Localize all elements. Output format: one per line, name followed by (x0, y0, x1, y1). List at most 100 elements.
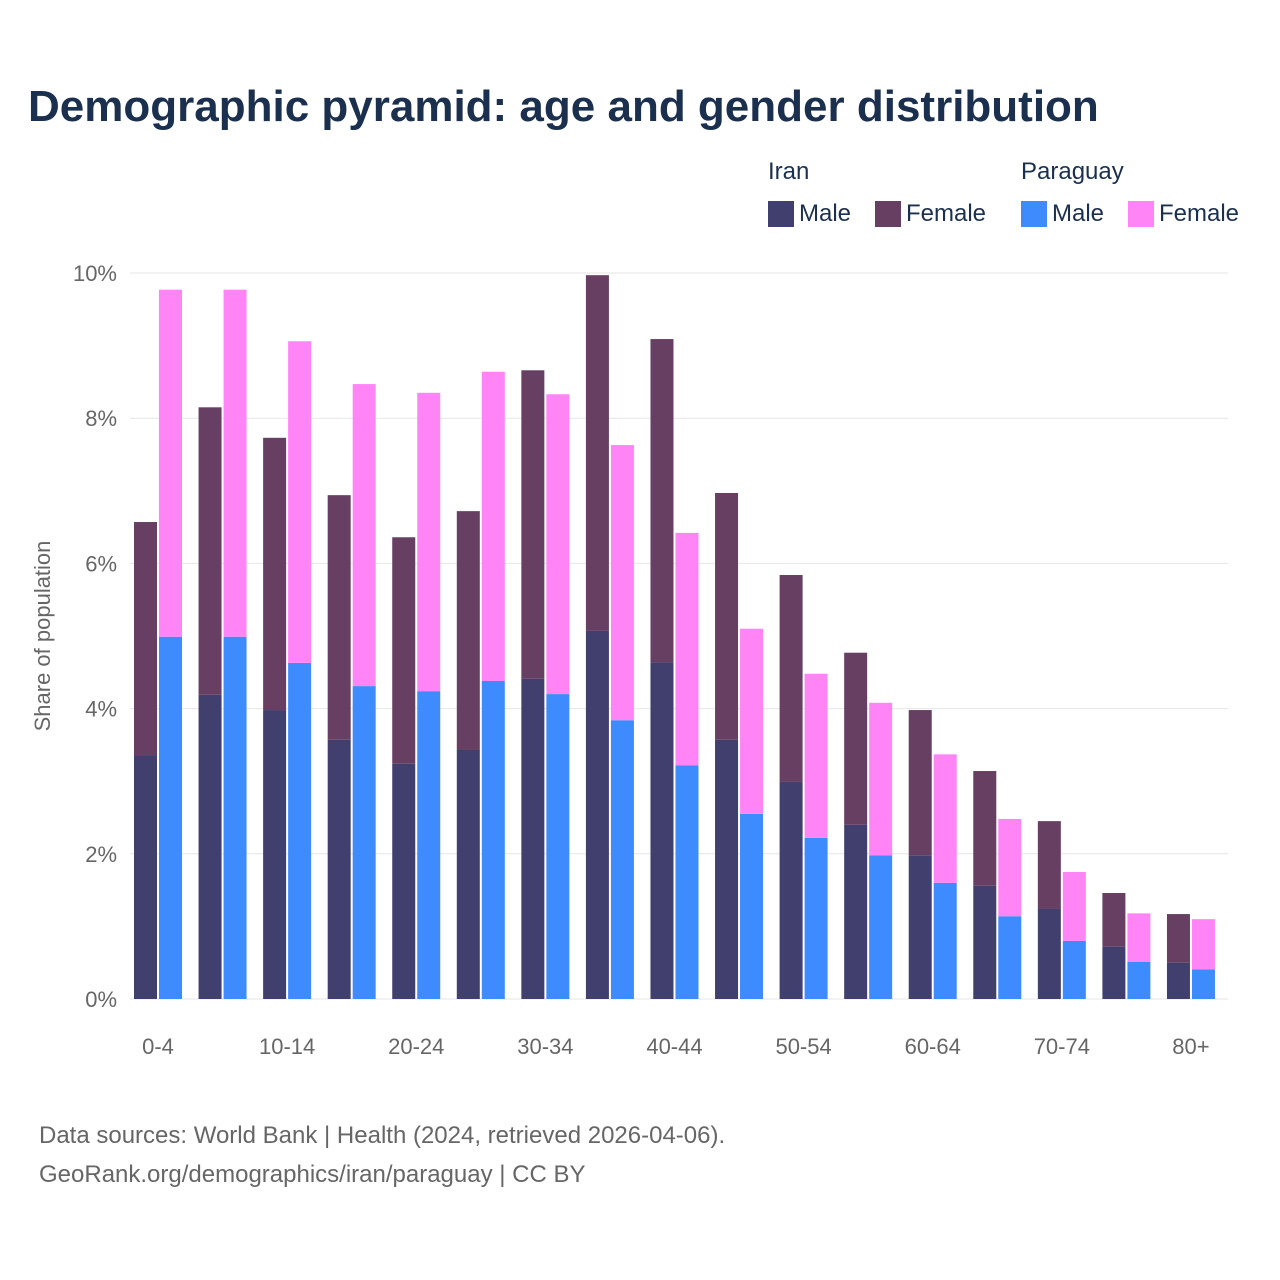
bar-iran-female-80+ (1166, 914, 1190, 963)
bar-iran-male-80+ (1166, 962, 1190, 999)
bar-iran-male-0-4 (134, 755, 157, 999)
bar-iran-female-5-9 (198, 407, 222, 695)
bar-iran-female-30-34 (521, 370, 545, 679)
bar-paraguay-female-45-49 (740, 628, 764, 814)
source-text: Data sources: World Bank | Health (2024,… (39, 1122, 726, 1149)
bar-paraguay-male-80+ (1191, 969, 1215, 999)
bar-paraguay-male-10-14 (288, 662, 312, 999)
bar-paraguay-female-65-69 (998, 818, 1022, 917)
bar-paraguay-female-25-29 (481, 371, 505, 682)
bar-paraguay-male-5-9 (223, 636, 247, 999)
bar-paraguay-male-35-39 (610, 720, 634, 999)
legend-label: Female (1159, 200, 1240, 227)
bar-iran-female-45-49 (715, 492, 739, 740)
bar-paraguay-female-5-9 (223, 289, 247, 637)
bar-paraguay-male-45-49 (740, 813, 764, 999)
legend-iran-male[interactable]: Male (768, 200, 851, 228)
legend-swatch (875, 201, 901, 227)
legend-label: Male (799, 200, 852, 227)
x-tick-label: 80+ (1172, 1034, 1209, 1059)
y-tick-label: 4% (85, 697, 117, 722)
attribution-text: GeoRank.org/demographics/iran/paraguay |… (39, 1161, 586, 1188)
bar-iran-female-75-79 (1102, 893, 1126, 947)
bar-paraguay-female-50-54 (804, 673, 828, 838)
legend-paraguay-female[interactable]: Female (1128, 200, 1239, 228)
bar-paraguay-female-75-79 (1127, 913, 1151, 962)
chart-title: Demographic pyramid: age and gender dist… (28, 82, 1099, 131)
legend-swatch (768, 201, 794, 227)
bar-iran-female-20-24 (392, 537, 416, 764)
x-tick-label: 60-64 (905, 1034, 961, 1059)
bar-iran-female-70-74 (1037, 821, 1061, 909)
bar-paraguay-female-40-44 (675, 532, 699, 766)
x-tick-label: 50-54 (775, 1034, 831, 1059)
bar-iran-female-35-39 (585, 275, 609, 631)
legend-iran-female[interactable]: Female (875, 200, 986, 228)
bar-iran-male-35-39 (585, 630, 609, 999)
bar-paraguay-male-75-79 (1127, 961, 1151, 999)
bar-paraguay-female-10-14 (288, 341, 312, 663)
y-tick-label: 8% (85, 406, 117, 431)
bar-iran-male-40-44 (650, 662, 674, 999)
x-tick-label: 0-4 (142, 1034, 174, 1059)
bar-paraguay-female-20-24 (417, 392, 441, 692)
bar-iran-female-25-29 (456, 511, 480, 750)
bar-paraguay-male-60-64 (933, 882, 957, 999)
bar-iran-male-45-49 (715, 739, 739, 999)
bar-iran-male-10-14 (263, 710, 287, 999)
bar-iran-female-50-54 (779, 575, 803, 782)
bar-iran-male-60-64 (908, 855, 932, 999)
bar-iran-female-60-64 (908, 710, 932, 856)
bar-iran-male-70-74 (1037, 908, 1061, 999)
bar-iran-male-15-19 (327, 739, 351, 999)
x-tick-label: 10-14 (259, 1034, 315, 1059)
bar-paraguay-male-70-74 (1062, 940, 1086, 999)
x-tick-label: 70-74 (1034, 1034, 1090, 1059)
legend-label: Male (1052, 200, 1105, 227)
bar-iran-male-5-9 (198, 694, 222, 999)
bar-iran-female-0-4 (134, 522, 157, 756)
bar-iran-female-10-14 (263, 437, 287, 711)
y-axis-label: Share of population (30, 541, 55, 732)
bar-iran-female-15-19 (327, 495, 351, 740)
bar-paraguay-female-70-74 (1062, 871, 1086, 941)
bar-paraguay-female-15-19 (352, 384, 376, 687)
bar-paraguay-male-20-24 (417, 691, 441, 999)
bar-paraguay-male-0-4 (159, 636, 182, 999)
bar-iran-male-50-54 (779, 781, 803, 999)
legend-group-iran: Iran (768, 158, 810, 185)
bar-iran-male-25-29 (456, 749, 480, 999)
bar-paraguay-male-50-54 (804, 837, 828, 999)
bar-paraguay-male-65-69 (998, 916, 1022, 999)
bar-iran-male-65-69 (973, 885, 997, 999)
bar-paraguay-female-30-34 (546, 394, 570, 695)
legend-group-paraguay: Paraguay (1021, 158, 1124, 185)
y-tick-label: 2% (85, 842, 117, 867)
x-tick-label: 30-34 (517, 1034, 573, 1059)
bar-paraguay-female-60-64 (933, 754, 957, 883)
bar-iran-male-75-79 (1102, 946, 1126, 999)
legend-label: Female (906, 200, 987, 227)
bar-paraguay-female-55-59 (869, 702, 893, 856)
bar-iran-male-30-34 (521, 678, 545, 999)
bar-paraguay-male-25-29 (481, 681, 505, 999)
bar-paraguay-female-0-4 (159, 289, 182, 637)
bar-iran-female-55-59 (844, 652, 868, 825)
x-tick-label: 20-24 (388, 1034, 444, 1059)
bar-iran-male-55-59 (844, 824, 868, 999)
legend-paraguay-male[interactable]: Male (1021, 200, 1104, 228)
legend-swatch (1021, 201, 1047, 227)
y-tick-label: 6% (85, 551, 117, 576)
legend-swatch (1128, 201, 1154, 227)
footer: Data sources: World Bank | Health (2024,… (39, 1116, 725, 1194)
y-tick-label: 10% (73, 261, 117, 286)
y-tick-label: 0% (85, 987, 117, 1012)
bar-paraguay-female-80+ (1191, 919, 1215, 970)
bar-iran-male-20-24 (392, 763, 416, 999)
bar-paraguay-male-40-44 (675, 765, 699, 999)
bar-paraguay-female-35-39 (610, 445, 634, 721)
x-tick-label: 40-44 (646, 1034, 702, 1059)
bar-iran-female-65-69 (973, 771, 997, 886)
bar-paraguay-male-55-59 (869, 855, 893, 999)
bar-paraguay-male-30-34 (546, 694, 570, 999)
